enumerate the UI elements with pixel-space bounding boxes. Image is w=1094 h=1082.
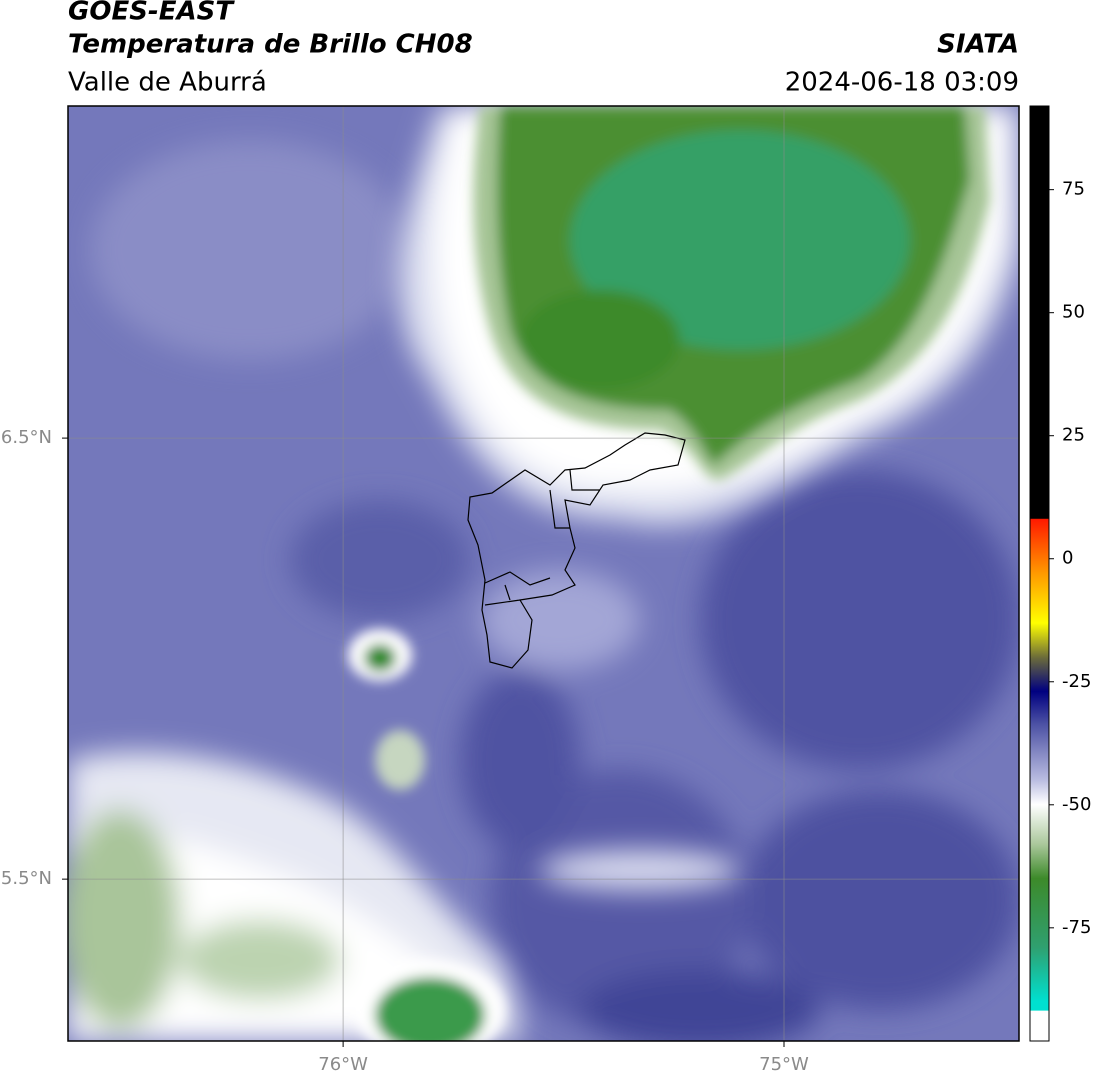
colorbar-tick-label: -25 — [1062, 671, 1091, 692]
brightness-field — [68, 106, 1019, 1041]
x-tick-label: 76°W — [318, 1054, 368, 1075]
municipal-boundaries — [467, 432, 686, 669]
y-tick-label: 6.5°N — [1, 427, 52, 448]
colorbar-tick-label: -75 — [1062, 917, 1091, 938]
colorbar-tick-label: 75 — [1062, 179, 1085, 200]
colorbar-tick-label: 50 — [1062, 302, 1085, 323]
colorbar-tick-label: 25 — [1062, 425, 1085, 446]
grid — [68, 106, 1019, 1041]
colorbar-tick-label: 0 — [1062, 548, 1073, 569]
source: SIATA — [937, 30, 1019, 60]
colorbar-tick-label: -50 — [1062, 794, 1091, 815]
map-frame — [67, 105, 1020, 1042]
datetime: 2024-06-18 03:09 — [785, 68, 1019, 98]
title: GOES-EAST — [68, 0, 235, 27]
region: Valle de Aburrá — [68, 68, 267, 98]
colorbar — [1029, 105, 1050, 1042]
x-tick-label: 75°W — [759, 1054, 809, 1075]
subtitle: Temperatura de Brillo CH08 — [68, 30, 473, 60]
y-tick-label: 5.5°N — [1, 868, 52, 889]
